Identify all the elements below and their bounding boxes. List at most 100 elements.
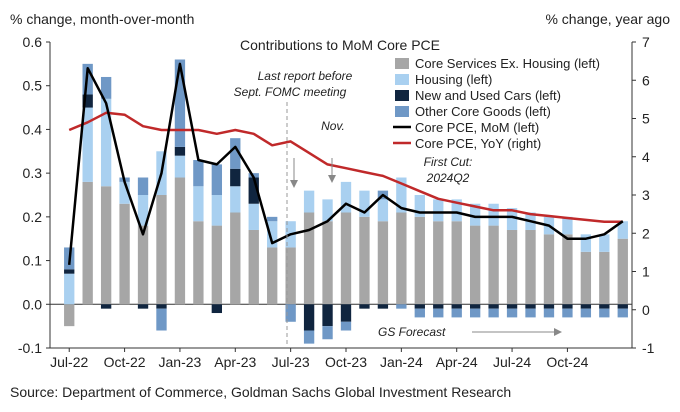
left-axis-ticks: -0.1 0.0 0.1 0.2 0.3 0.4 0.5 0.6 <box>18 34 50 356</box>
legend-label-other-goods: Other Core Goods (left) <box>415 104 551 119</box>
series-line-mom <box>67 62 624 266</box>
bar-core-services <box>525 229 536 305</box>
bar-core-services <box>377 221 389 305</box>
bar-core-services <box>359 216 370 305</box>
legend-swatch-core-services <box>395 58 409 69</box>
bar-cars <box>100 304 112 309</box>
bar-housing <box>414 195 425 217</box>
bar-core-services <box>451 221 462 305</box>
bar-cars <box>82 94 93 108</box>
legend: Core Services Ex. Housing (left) Housing… <box>393 56 600 151</box>
bar-cars <box>359 304 370 309</box>
legend-label-housing: Housing (left) <box>415 72 492 87</box>
bar-housing <box>377 199 389 222</box>
legend-label-mom: Core PCE, MoM (left) <box>415 120 539 135</box>
bar-core-services <box>433 221 444 305</box>
bar-cars <box>469 304 481 309</box>
bar-other-goods <box>469 308 481 318</box>
chart-title: Contributions to MoM Core PCE <box>240 37 440 53</box>
right-tick-label: -1 <box>642 340 655 356</box>
annotation-last-report-line2: Sept. FOMC meeting <box>234 85 347 99</box>
plot-area <box>50 59 632 344</box>
bar-housing <box>211 195 223 226</box>
x-tick-label: Apr-24 <box>436 354 478 370</box>
bar-housing <box>580 234 592 252</box>
bar-cars <box>433 304 444 309</box>
bar-cars <box>414 304 425 309</box>
bar-housing <box>469 203 481 226</box>
right-tick-label: 3 <box>642 187 650 203</box>
bar-cars <box>525 304 536 309</box>
series-line-yoy <box>68 111 623 224</box>
bar-core-services <box>488 225 499 305</box>
bar-housing <box>82 107 93 182</box>
bar-core-services <box>543 234 555 305</box>
bar-other-goods <box>599 308 610 318</box>
bar-housing <box>451 199 462 222</box>
left-tick-label: -0.1 <box>18 340 42 356</box>
bar-other-goods <box>525 308 536 318</box>
bar-other-goods <box>396 304 407 309</box>
bar-other-goods <box>488 308 499 318</box>
right-tick-label: 4 <box>642 149 650 165</box>
bar-core-services <box>100 186 112 305</box>
bar-core-services <box>562 234 573 305</box>
legend-swatch-other-goods <box>395 106 409 117</box>
bar-core-services <box>230 212 241 305</box>
bar-core-services <box>303 212 315 305</box>
bar-other-goods <box>617 308 628 318</box>
left-tick-label: 0.2 <box>23 209 43 225</box>
bar-other-goods <box>100 76 112 99</box>
bar-core-services <box>82 181 93 305</box>
left-axis-title: % change, month-over-month <box>10 11 194 27</box>
bar-cars <box>377 304 389 309</box>
bar-core-services <box>193 221 204 305</box>
x-tick-label: Oct-24 <box>546 354 588 370</box>
bar-housing <box>506 208 518 230</box>
bar-other-goods <box>562 308 573 318</box>
bar-cars <box>64 269 75 274</box>
bar-cars <box>617 304 628 309</box>
left-tick-label: 0.0 <box>23 296 43 312</box>
right-axis-ticks: -1 0 1 2 3 4 5 6 7 <box>632 34 655 356</box>
bar-housing <box>193 186 204 222</box>
left-tick-label: 0.4 <box>23 121 43 137</box>
bar-housing <box>359 190 370 217</box>
x-tick-label: Jan-24 <box>380 354 423 370</box>
bar-other-goods <box>211 164 223 195</box>
right-tick-label: 0 <box>642 302 650 318</box>
bar-other-goods <box>580 308 592 318</box>
annotations: Last report before Sept. FOMC meeting No… <box>234 69 562 346</box>
x-tick-label: Jan-23 <box>159 354 202 370</box>
bar-cars <box>580 304 592 309</box>
x-tick-label: Jul-22 <box>50 354 88 370</box>
bar-housing <box>303 190 315 213</box>
bar-cars <box>211 304 223 314</box>
bar-cars <box>230 168 241 187</box>
annotation-first-cut-line1: First Cut: <box>424 155 473 169</box>
bar-other-goods <box>506 308 518 318</box>
right-tick-label: 1 <box>642 264 650 280</box>
bar-cars <box>156 304 167 309</box>
bar-other-goods <box>137 177 149 195</box>
bar-core-services <box>211 225 223 305</box>
right-axis-title: % change, year ago <box>545 11 670 27</box>
bar-other-goods <box>156 308 167 331</box>
bar-cars <box>543 304 555 309</box>
legend-swatch-housing <box>395 74 409 85</box>
bar-housing <box>230 186 241 213</box>
bar-core-services <box>174 177 186 305</box>
bar-core-services <box>137 225 149 305</box>
right-tick-label: 5 <box>642 111 650 127</box>
bar-core-services <box>285 247 296 305</box>
bar-cars <box>322 304 333 327</box>
bar-housing <box>488 203 499 226</box>
legend-label-core-services: Core Services Ex. Housing (left) <box>415 56 600 71</box>
x-tick-label: Apr-23 <box>214 354 256 370</box>
left-tick-label: 0.6 <box>23 34 43 50</box>
bar-cars <box>248 177 259 204</box>
bar-housing <box>562 216 573 235</box>
left-tick-label: 0.5 <box>23 78 43 94</box>
bar-other-goods <box>433 308 444 318</box>
bar-core-services <box>248 229 259 305</box>
